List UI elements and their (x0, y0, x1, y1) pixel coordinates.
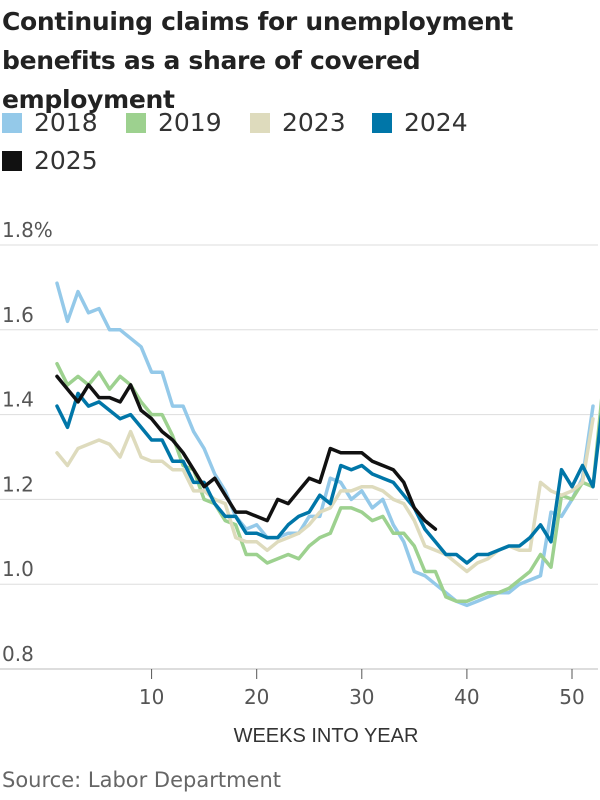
source-note: Source: Labor Department (2, 768, 282, 792)
legend-label-2025: 2025 (34, 146, 98, 175)
y-tick-label: 1.2 (2, 472, 34, 496)
legend-swatch-2024 (372, 112, 392, 133)
axes: 0.8 1.0 1.2 1.4 1.6 1.8% 10 20 30 40 50 WEEKS INTO … (2, 218, 585, 747)
y-tick-label: 1.8% (2, 218, 53, 242)
legend-item-2019: 2019 (126, 108, 222, 137)
y-tick-label: 1.6 (2, 303, 34, 327)
legend-item-2025: 2025 (2, 146, 98, 175)
legend-label-2019: 2019 (158, 108, 222, 137)
legend-item-2018: 2018 (2, 108, 98, 137)
legend-swatch-2018 (2, 112, 22, 133)
series-lines (55, 281, 600, 608)
x-tick-label: 40 (454, 685, 479, 709)
x-axis-title: WEEKS INTO YEAR (234, 725, 419, 747)
x-tick-label: 20 (244, 685, 269, 709)
series-line-2025 (55, 374, 438, 531)
legend-label-2024: 2024 (404, 108, 468, 137)
series-line-2019 (55, 361, 600, 603)
legend-label-2018: 2018 (34, 108, 98, 137)
legend-label-2023: 2023 (282, 108, 346, 137)
x-tick-label: 30 (349, 685, 374, 709)
legend-swatch-2025 (2, 150, 22, 171)
grid-lines (0, 244, 598, 670)
y-tick-label: 0.8 (2, 642, 34, 666)
x-tick-label: 50 (559, 685, 584, 709)
x-tick-label: 10 (139, 685, 164, 709)
chart-title: Continuing claims for unemployment benef… (2, 7, 514, 114)
y-tick-label: 1.0 (2, 557, 34, 581)
legend-swatch-2023 (250, 112, 270, 133)
series-line-2024 (55, 391, 600, 565)
legend-item-2024: 2024 (372, 108, 468, 137)
y-tick-label: 1.4 (2, 388, 34, 412)
legend-swatch-2019 (126, 112, 146, 133)
legend-item-2023: 2023 (250, 108, 346, 137)
